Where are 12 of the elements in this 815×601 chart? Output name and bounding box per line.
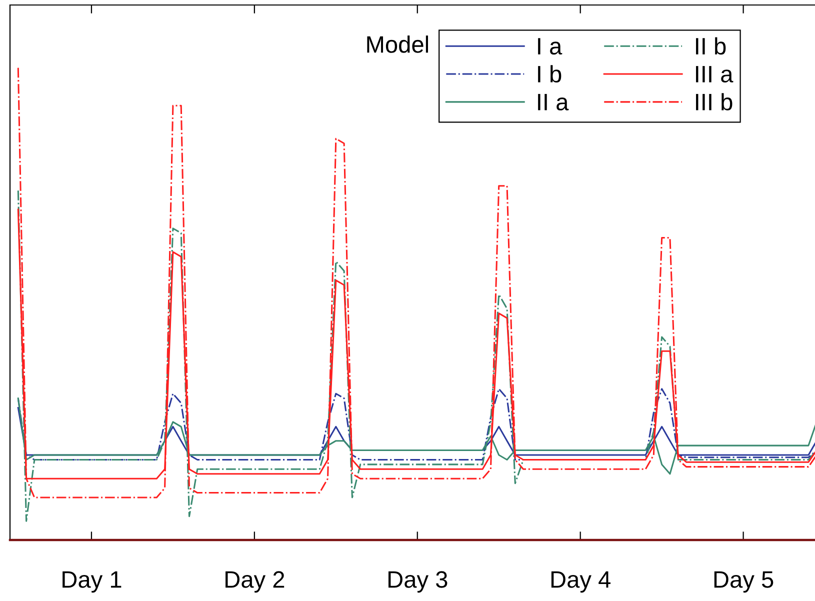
x-tick-label: Day 4 [551,571,610,593]
legend-label: II a [538,94,569,110]
legend-title: Model [367,36,428,53]
legend-label: I b [538,65,562,83]
legend-label: II b [696,37,726,55]
x-tick-label: Day 1 [62,571,122,593]
x-tick-label: Day 3 [388,571,448,593]
legend-label: III b [696,93,732,110]
x-tick-label: Day 5 [714,571,774,593]
legend-label: I a [538,38,562,55]
x-tick-label: Day 2 [226,571,284,593]
legend-label: III a [696,66,734,83]
